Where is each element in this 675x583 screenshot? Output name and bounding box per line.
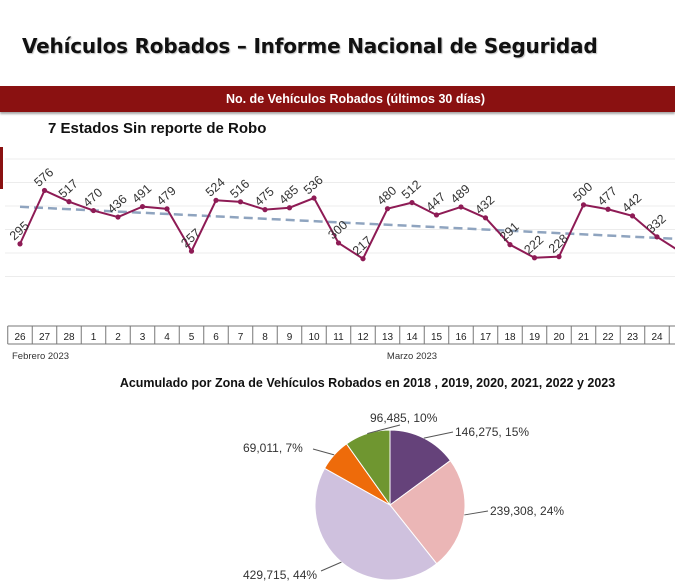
data-point bbox=[164, 206, 170, 212]
page-title: Vehículos Robados – Informe Nacional de … bbox=[22, 34, 598, 58]
data-point bbox=[237, 199, 244, 205]
tick-label: 14 bbox=[406, 332, 418, 343]
leader-line bbox=[320, 561, 342, 572]
leader-line bbox=[312, 448, 335, 456]
data-point bbox=[507, 242, 513, 248]
data-point bbox=[335, 240, 342, 246]
tick-label: 11 bbox=[333, 332, 344, 343]
data-point bbox=[531, 255, 538, 261]
tick-label: 27 bbox=[39, 332, 51, 343]
data-point bbox=[139, 203, 146, 210]
data-point bbox=[629, 213, 636, 219]
tick-label: 13 bbox=[382, 332, 394, 343]
banner-label: No. de Vehículos Robados (últimos 30 día… bbox=[225, 92, 486, 106]
data-point bbox=[90, 207, 97, 214]
data-label: 489 bbox=[448, 182, 473, 206]
data-label: 217 bbox=[350, 234, 375, 258]
leader-line bbox=[464, 510, 489, 516]
data-point bbox=[580, 202, 587, 208]
trend-line bbox=[19, 205, 675, 241]
tick-label: 5 bbox=[189, 332, 195, 343]
data-label: 477 bbox=[595, 184, 620, 208]
tick-label: 10 bbox=[308, 332, 320, 343]
data-point bbox=[433, 212, 440, 218]
leader-line bbox=[423, 431, 454, 439]
tick-label: 28 bbox=[63, 332, 75, 343]
data-point bbox=[286, 205, 293, 211]
tick-label: 16 bbox=[455, 332, 467, 343]
tick-label: 17 bbox=[480, 332, 492, 343]
data-point bbox=[311, 195, 317, 201]
tick-label: 4 bbox=[164, 332, 170, 343]
tick-label: 2 bbox=[115, 332, 121, 343]
pie-slice bbox=[389, 459, 466, 565]
tick-label: 6 bbox=[213, 332, 219, 343]
data-label: 332 bbox=[644, 212, 669, 236]
data-point bbox=[409, 199, 415, 206]
tick-label: 20 bbox=[553, 332, 565, 343]
data-point bbox=[605, 206, 611, 212]
pie-title-text: Acumulado por Zona de Vehículos Robados … bbox=[119, 376, 616, 390]
tick-label: 21 bbox=[578, 332, 590, 343]
data-label: 500 bbox=[570, 180, 595, 204]
tick-label: 19 bbox=[529, 332, 541, 343]
data-point bbox=[384, 206, 391, 212]
tick-label: 15 bbox=[431, 332, 443, 343]
data-point bbox=[213, 197, 219, 203]
data-point bbox=[17, 241, 23, 247]
data-point bbox=[115, 214, 121, 220]
data-label: 536 bbox=[301, 173, 326, 197]
data-point bbox=[66, 199, 72, 205]
leader-line bbox=[367, 424, 401, 435]
month-label: Marzo 2023 bbox=[387, 351, 437, 362]
tick-label: 22 bbox=[602, 332, 614, 343]
tick-label: 9 bbox=[287, 332, 293, 343]
data-label: 524 bbox=[203, 175, 228, 199]
series-line bbox=[19, 189, 675, 261]
month-label: Febrero 2023 bbox=[12, 351, 69, 362]
data-point bbox=[654, 234, 660, 240]
tick-label: 3 bbox=[140, 332, 146, 343]
data-label: 512 bbox=[399, 177, 424, 201]
date-axis: 26 27 28 1 2 3 4 5 6 7 8 9 10 11 12 13 14 15 16 17 18 19 20 21 2… bbox=[7, 325, 675, 362]
section-banner: No. de Vehículos Robados (últimos 30 día… bbox=[0, 86, 675, 112]
tick-label: 7 bbox=[238, 332, 244, 343]
data-label: 479 bbox=[154, 184, 179, 208]
pie-chart: 146,275, 15% 239,308, 24% 429,715, 44% 69,0… bbox=[243, 411, 564, 582]
data-label: 475 bbox=[252, 184, 277, 208]
data-point bbox=[360, 256, 366, 262]
tick-label: 18 bbox=[504, 332, 516, 343]
tick-label: 24 bbox=[651, 332, 663, 343]
data-label: 485 bbox=[276, 183, 301, 207]
data-point bbox=[458, 204, 464, 210]
data-label: 291 bbox=[497, 219, 522, 243]
data-label: 516 bbox=[227, 177, 252, 201]
data-label: 576 bbox=[31, 165, 56, 189]
data-label: 295 bbox=[7, 219, 32, 243]
data-point bbox=[188, 248, 195, 254]
chart-subtitle: 7 Estados Sin reporte de Robo bbox=[48, 120, 267, 137]
data-label: 442 bbox=[619, 191, 644, 215]
data-label: 228 bbox=[546, 231, 571, 255]
slice-label: 69,011, 7% bbox=[243, 441, 303, 455]
data-point bbox=[262, 207, 268, 213]
pie-chart-title: Acumulado por Zona de Vehículos Robados … bbox=[0, 376, 675, 390]
tick-label: 26 bbox=[14, 332, 26, 343]
data-point bbox=[482, 215, 489, 221]
tick-label: 1 bbox=[91, 332, 97, 343]
data-point bbox=[556, 254, 562, 260]
data-label: 480 bbox=[374, 183, 399, 207]
tick-label: 12 bbox=[357, 332, 369, 343]
data-point bbox=[41, 187, 48, 194]
left-accent-bar bbox=[0, 147, 3, 189]
tick-label: 8 bbox=[262, 332, 268, 343]
slice-label: 146,275, 15% bbox=[455, 425, 529, 439]
slice-label: 96,485, 10% bbox=[370, 411, 438, 425]
pie-slice bbox=[314, 467, 438, 581]
data-label: 491 bbox=[129, 181, 154, 205]
tick-label: 23 bbox=[627, 332, 639, 343]
slice-label: 429,715, 44% bbox=[243, 568, 317, 582]
slice-label: 239,308, 24% bbox=[490, 504, 564, 518]
